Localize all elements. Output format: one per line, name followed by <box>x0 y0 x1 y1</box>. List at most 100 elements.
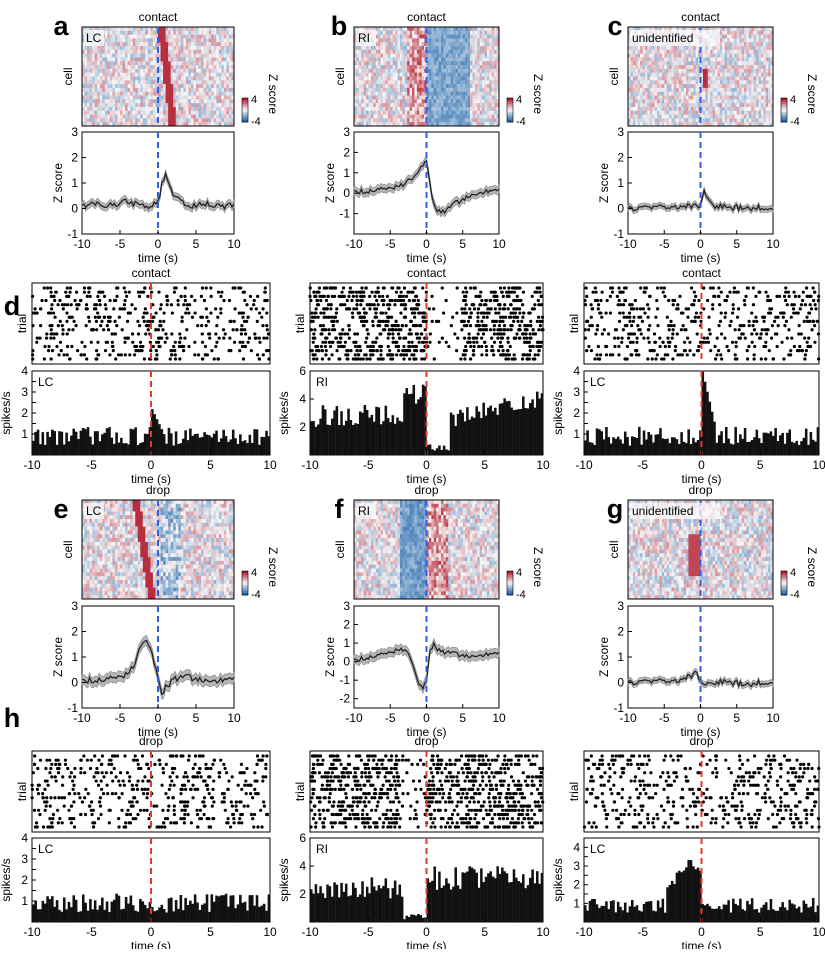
heatmap-cell <box>107 84 110 88</box>
heatmap-cell <box>720 50 723 54</box>
heatmap-cell <box>419 84 422 88</box>
heatmap-cell <box>456 84 459 88</box>
heatmap-cell <box>229 31 232 35</box>
heatmap-cell <box>429 115 432 119</box>
heatmap-cell <box>485 27 488 31</box>
heatmap-cell <box>204 61 207 65</box>
heatmap-cell <box>730 107 733 111</box>
heatmap-cell <box>193 118 196 122</box>
heatmap-cell <box>650 65 653 69</box>
heatmap-cell <box>135 103 138 107</box>
heatmap-cell <box>201 42 204 46</box>
heatmap-cell <box>477 80 480 84</box>
heatmap-cell <box>456 31 459 35</box>
spike-dot <box>180 295 183 298</box>
heatmap-cell <box>647 115 650 119</box>
heatmap-cell <box>487 73 490 77</box>
heatmap-cell <box>183 27 186 31</box>
heatmap-cell <box>371 96 374 100</box>
spike-dot <box>109 299 112 302</box>
heatmap-cell <box>494 84 497 88</box>
heatmap-cell <box>178 50 181 54</box>
heatmap-cell <box>163 84 166 88</box>
heatmap-cell <box>696 61 699 65</box>
heatmap-cell <box>140 107 143 111</box>
heatmap-cell <box>472 69 475 73</box>
heatmap-cell <box>209 77 212 81</box>
heatmap-cell <box>647 77 650 81</box>
heatmap-cell <box>494 96 497 100</box>
heatmap-cell <box>166 42 169 46</box>
heatmap-cell <box>364 84 367 88</box>
heatmap-cell <box>359 69 362 73</box>
heatmap-cell <box>201 88 204 92</box>
heatmap-cell <box>710 69 713 73</box>
heatmap-cell <box>439 88 442 92</box>
heatmap-cell <box>657 54 660 58</box>
heatmap-cell <box>183 31 186 35</box>
heatmap-cell <box>691 99 694 103</box>
heatmap-cell <box>92 88 95 92</box>
heatmap-cell <box>383 54 386 58</box>
heatmap-cell <box>120 84 123 88</box>
heatmap-cell <box>669 57 672 61</box>
heatmap-cell <box>369 92 372 96</box>
heatmap-cell <box>128 111 131 115</box>
heatmap-cell <box>448 35 451 39</box>
heatmap-cell <box>107 96 110 100</box>
heatmap-cell <box>470 107 473 111</box>
heatmap-cell <box>696 115 699 119</box>
heatmap-cell <box>744 84 747 88</box>
heatmap-cell <box>429 42 432 46</box>
heatmap-cell <box>371 50 374 54</box>
heatmap-cell <box>224 69 227 73</box>
heatmap-cell <box>751 92 754 96</box>
spike-dot <box>255 307 258 310</box>
heatmap-cell <box>211 69 214 73</box>
heatmap-cell <box>361 99 364 103</box>
heatmap-cell <box>708 115 711 119</box>
heatmap-cell <box>761 38 764 42</box>
heatmap-cell <box>742 118 745 122</box>
heatmap-cell <box>378 57 381 61</box>
heatmap-cell <box>655 61 658 65</box>
heatmap-cell <box>434 38 437 42</box>
heatmap-cell <box>640 88 643 92</box>
heatmap-cell <box>364 69 367 73</box>
heatmap-cell <box>226 80 229 84</box>
heatmap-cell <box>482 115 485 119</box>
spike-dot <box>173 291 176 294</box>
heatmap-cell <box>419 99 422 103</box>
heatmap-cell <box>171 61 174 65</box>
heatmap-cell <box>417 80 420 84</box>
heatmap-cell <box>746 88 749 92</box>
heatmap-cell <box>150 46 153 50</box>
heatmap-cell <box>734 46 737 50</box>
heatmap-cell <box>727 118 730 122</box>
heatmap-cell <box>494 111 497 115</box>
heatmap-cell <box>183 50 186 54</box>
heatmap-cell <box>140 35 143 39</box>
heatmap-cell <box>659 88 662 92</box>
heatmap-cell <box>188 61 191 65</box>
heatmap-cell <box>112 42 115 46</box>
heatmap-cell <box>204 84 207 88</box>
heatmap-cell <box>664 118 667 122</box>
heatmap-cell <box>183 61 186 65</box>
heatmap-cell <box>221 99 224 103</box>
heatmap-cell <box>381 80 384 84</box>
heatmap-cell <box>133 46 136 50</box>
heatmap-cell <box>463 99 466 103</box>
heatmap-cell <box>448 111 451 115</box>
heatmap-cell <box>153 27 156 31</box>
heatmap-cell <box>393 73 396 77</box>
heatmap-cell <box>199 77 202 81</box>
heatmap-cell <box>732 115 735 119</box>
heatmap-cell <box>173 46 176 50</box>
heatmap-cell <box>90 92 93 96</box>
heatmap-cell <box>407 35 410 39</box>
heatmap-cell <box>173 77 176 81</box>
heatmap-cell <box>713 57 716 61</box>
heatmap-cell <box>739 50 742 54</box>
heatmap-cell <box>766 92 769 96</box>
